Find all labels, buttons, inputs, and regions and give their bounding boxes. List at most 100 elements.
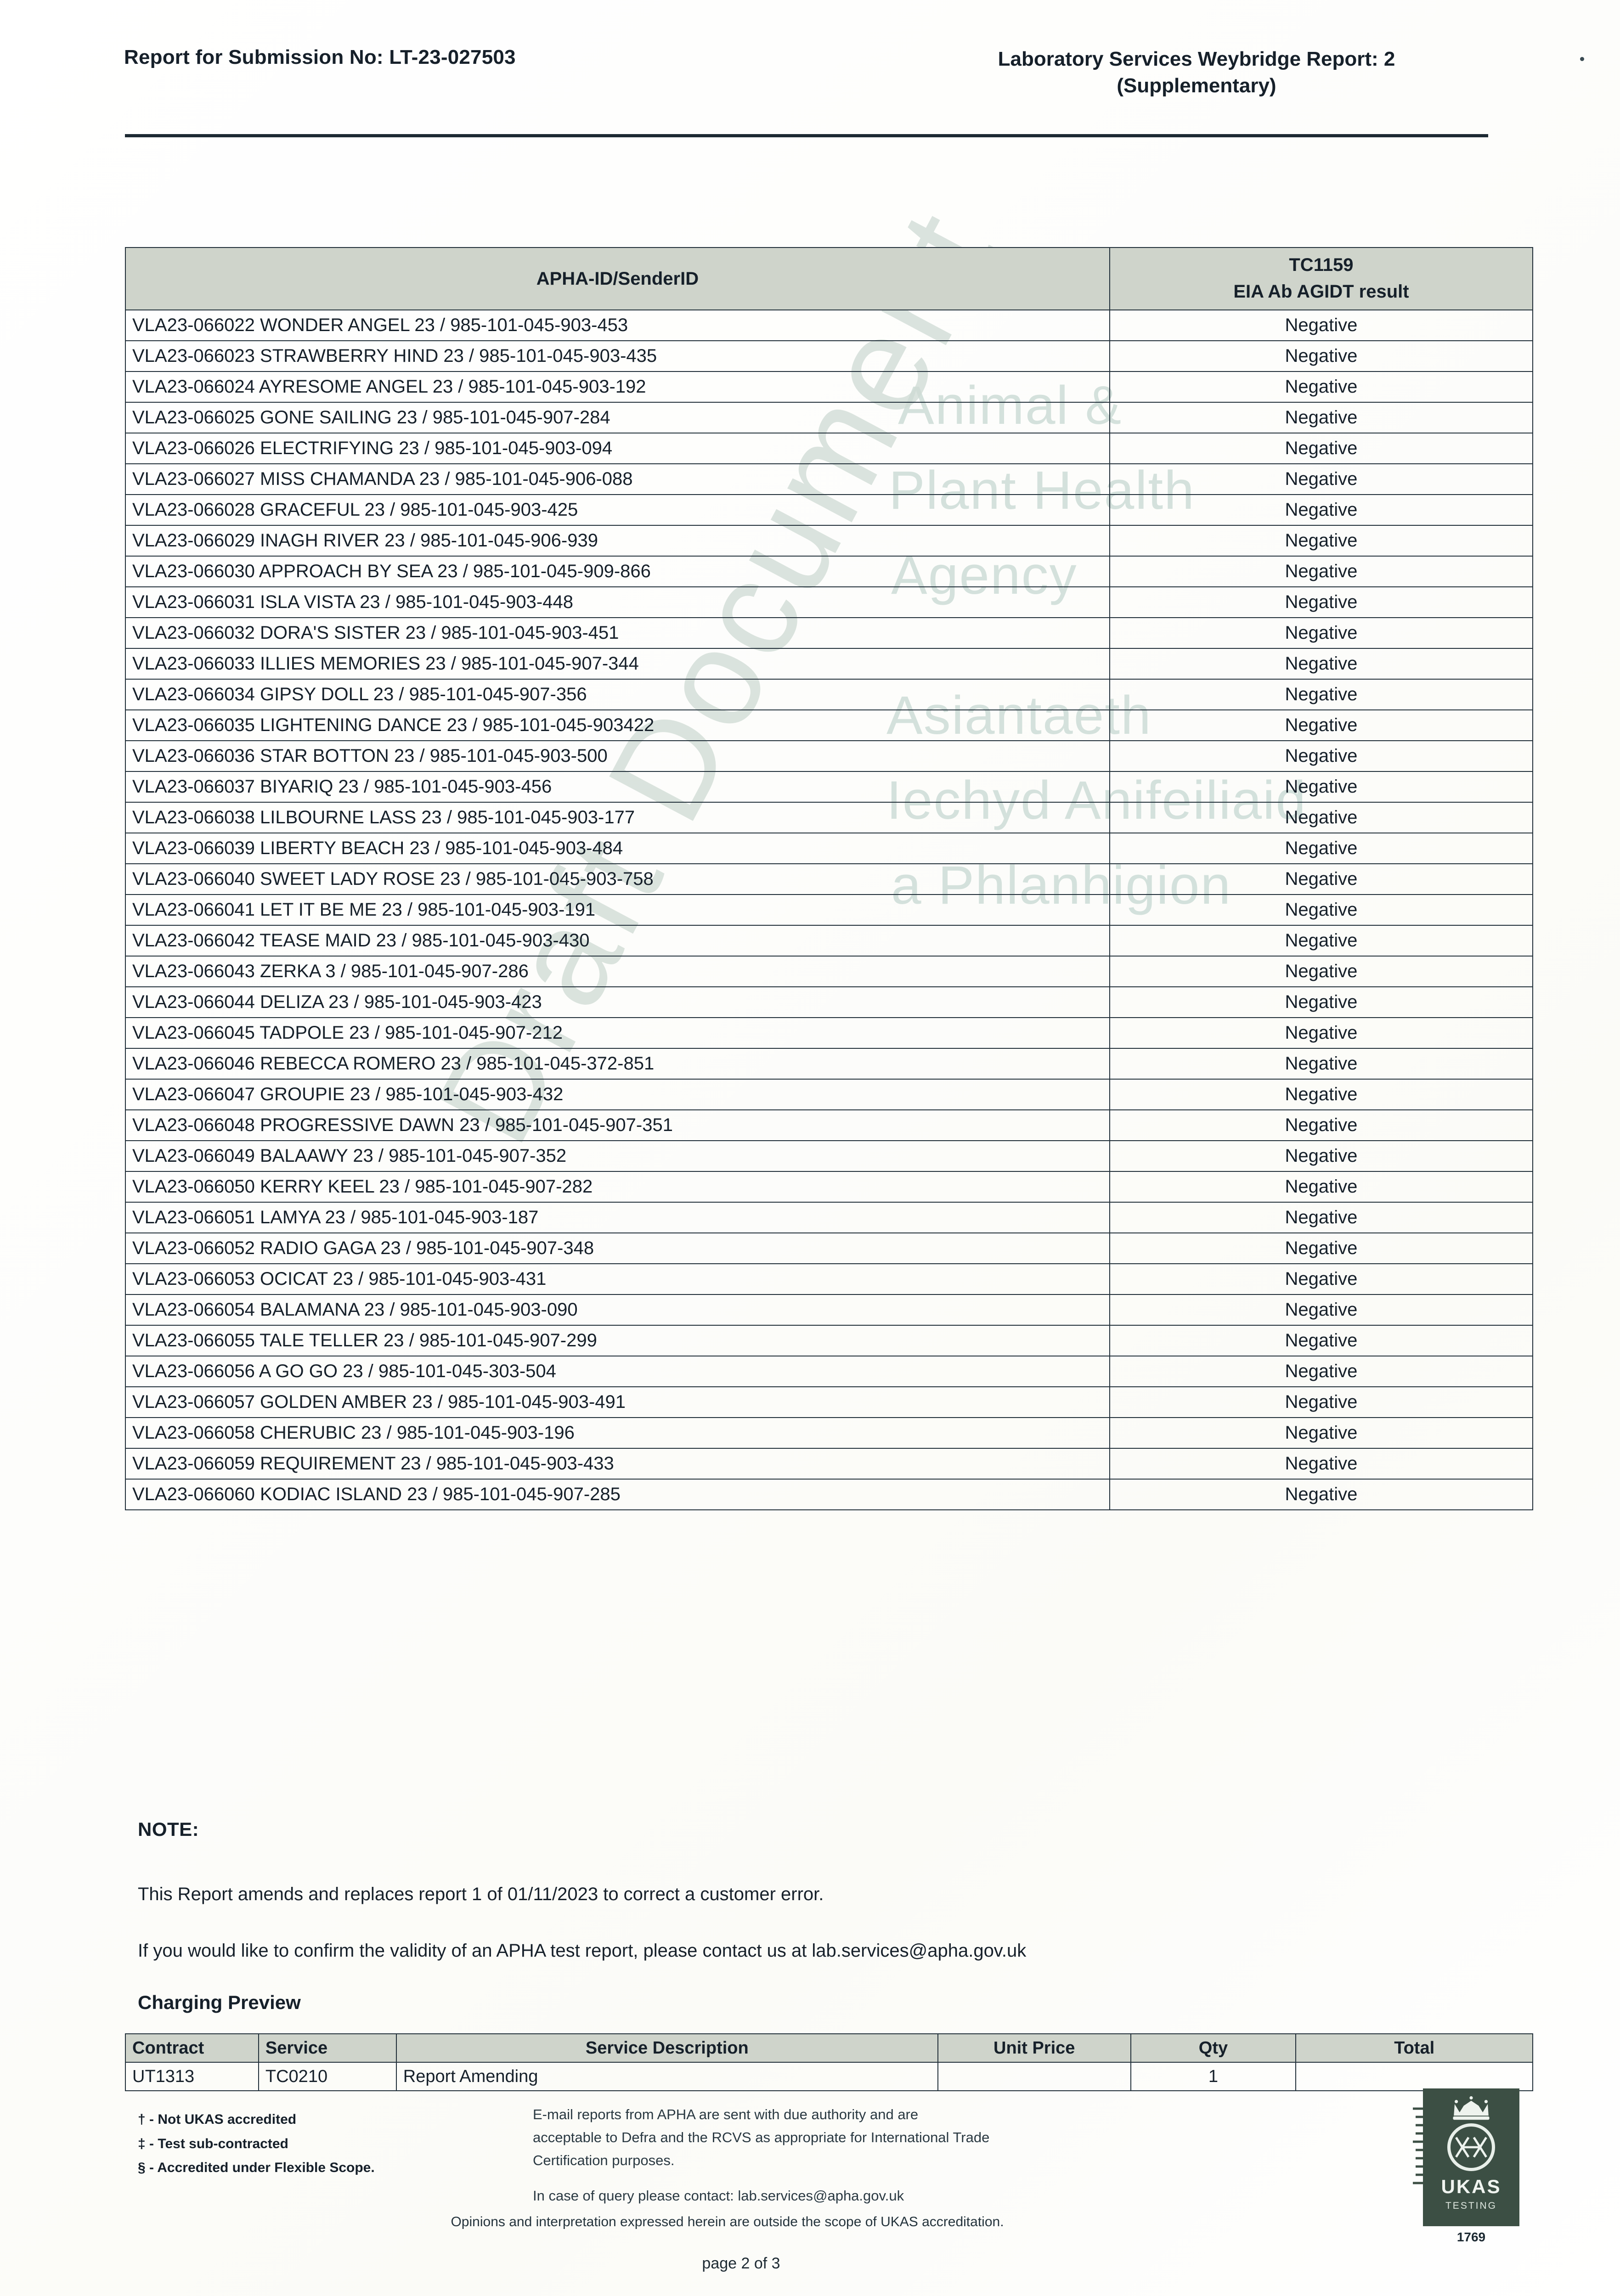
cell-result: Negative xyxy=(1109,586,1534,618)
footer-line-2: acceptable to Defra and the RCVS as appr… xyxy=(533,2129,990,2146)
cell-apha-id: VLA23-066058 CHERUBIC 23 / 985-101-045-9… xyxy=(125,1417,1110,1449)
cell-apha-id: VLA23-066023 STRAWBERRY HIND 23 / 985-10… xyxy=(125,340,1110,372)
ukas-wordmark: UKAS xyxy=(1441,2176,1501,2197)
table-row: VLA23-066035 LIGHTENING DANCE 23 / 985-1… xyxy=(125,709,1534,741)
column-header-apha-id: APHA-ID/SenderID xyxy=(125,247,1110,310)
cell-unit-price xyxy=(937,2062,1131,2091)
cell-result: Negative xyxy=(1109,1386,1534,1418)
table-row: VLA23-066055 TALE TELLER 23 / 985-101-04… xyxy=(125,1325,1534,1356)
cell-apha-id: VLA23-066049 BALAAWY 23 / 985-101-045-90… xyxy=(125,1140,1110,1172)
table-row: VLA23-066047 GROUPIE 23 / 985-101-045-90… xyxy=(125,1079,1534,1110)
table-row: VLA23-066046 REBECCA ROMERO 23 / 985-101… xyxy=(125,1048,1534,1080)
table-row: VLA23-066025 GONE SAILING 23 / 985-101-0… xyxy=(125,402,1534,433)
table-row: VLA23-066042 TEASE MAID 23 / 985-101-045… xyxy=(125,925,1534,957)
cell-apha-id: VLA23-066034 GIPSY DOLL 23 / 985-101-045… xyxy=(125,679,1110,710)
cell-result: Negative xyxy=(1109,310,1534,341)
legend-flexible-scope: § - Accredited under Flexible Scope. xyxy=(138,2160,375,2175)
charging-preview-heading: Charging Preview xyxy=(138,1992,301,2013)
cell-apha-id: VLA23-066053 OCICAT 23 / 985-101-045-903… xyxy=(125,1263,1110,1295)
cell-apha-id: VLA23-066051 LAMYA 23 / 985-101-045-903-… xyxy=(125,1202,1110,1233)
results-table-head: APHA-ID/SenderID TC1159 EIA Ab AGIDT res… xyxy=(125,247,1534,310)
table-row: VLA23-066060 KODIAC ISLAND 23 / 985-101-… xyxy=(125,1479,1534,1510)
cell-result: Negative xyxy=(1109,556,1534,587)
column-header-test-name: EIA Ab AGIDT result xyxy=(1233,281,1409,302)
table-row: VLA23-066052 RADIO GAGA 23 / 985-101-045… xyxy=(125,1232,1534,1264)
table-row: VLA23-066059 REQUIREMENT 23 / 985-101-04… xyxy=(125,1448,1534,1480)
table-row: VLA23-066038 LILBOURNE LASS 23 / 985-101… xyxy=(125,802,1534,833)
footer-line-4: In case of query please contact: lab.ser… xyxy=(533,2187,904,2204)
table-row: VLA23-066029 INAGH RIVER 23 / 985-101-04… xyxy=(125,525,1534,557)
note-paragraph-validity: If you would like to confirm the validit… xyxy=(138,1941,1027,1961)
charging-col-unit-price: Unit Price xyxy=(937,2033,1131,2063)
cell-result: Negative xyxy=(1109,1171,1534,1203)
crown-icon xyxy=(1453,2096,1490,2120)
table-row: VLA23-066027 MISS CHAMANDA 23 / 985-101-… xyxy=(125,463,1534,495)
table-row: VLA23-066022 WONDER ANGEL 23 / 985-101-0… xyxy=(125,310,1534,341)
table-row: VLA23-066024 AYRESOME ANGEL 23 / 985-101… xyxy=(125,371,1534,403)
cell-result: Negative xyxy=(1109,1417,1534,1449)
cell-result: Negative xyxy=(1109,740,1534,772)
cell-apha-id: VLA23-066047 GROUPIE 23 / 985-101-045-90… xyxy=(125,1079,1110,1110)
cell-result: Negative xyxy=(1109,956,1534,987)
cell-apha-id: VLA23-066026 ELECTRIFYING 23 / 985-101-0… xyxy=(125,433,1110,464)
cell-apha-id: VLA23-066030 APPROACH BY SEA 23 / 985-10… xyxy=(125,556,1110,587)
table-row: VLA23-066051 LAMYA 23 / 985-101-045-903-… xyxy=(125,1202,1534,1233)
charging-col-contract: Contract xyxy=(125,2033,259,2063)
cell-apha-id: VLA23-066024 AYRESOME ANGEL 23 / 985-101… xyxy=(125,371,1110,403)
ukas-emblem-icon xyxy=(1447,2123,1495,2171)
table-row: VLA23-066034 GIPSY DOLL 23 / 985-101-045… xyxy=(125,679,1534,710)
note-section: NOTE: This Report amends and replaces re… xyxy=(138,1818,1511,2014)
cell-apha-id: VLA23-066042 TEASE MAID 23 / 985-101-045… xyxy=(125,925,1110,957)
cell-result: Negative xyxy=(1109,1017,1534,1049)
cell-total xyxy=(1295,2062,1533,2091)
cell-result: Negative xyxy=(1109,925,1534,957)
cell-result: Negative xyxy=(1109,1140,1534,1172)
charging-row: UT1313 TC0210 Report Amending 1 xyxy=(125,2062,1533,2091)
cell-apha-id: VLA23-066050 KERRY KEEL 23 / 985-101-045… xyxy=(125,1171,1110,1203)
cell-apha-id: VLA23-066060 KODIAC ISLAND 23 / 985-101-… xyxy=(125,1479,1110,1510)
table-row: VLA23-066036 STAR BOTTON 23 / 985-101-04… xyxy=(125,740,1534,772)
charging-col-description: Service Description xyxy=(395,2033,938,2063)
cell-result: Negative xyxy=(1109,1109,1534,1141)
cell-apha-id: VLA23-066052 RADIO GAGA 23 / 985-101-045… xyxy=(125,1232,1110,1264)
cell-result: Negative xyxy=(1109,433,1534,464)
cell-apha-id: VLA23-066035 LIGHTENING DANCE 23 / 985-1… xyxy=(125,709,1110,741)
cell-apha-id: VLA23-066025 GONE SAILING 23 / 985-101-0… xyxy=(125,402,1110,433)
cell-result: Negative xyxy=(1109,771,1534,803)
ukas-accreditation-number: 1769 xyxy=(1456,2230,1486,2244)
table-row: VLA23-066026 ELECTRIFYING 23 / 985-101-0… xyxy=(125,433,1534,464)
charging-header-row: Contract Service Service Description Uni… xyxy=(125,2033,1533,2063)
cell-result: Negative xyxy=(1109,986,1534,1018)
cell-apha-id: VLA23-066059 REQUIREMENT 23 / 985-101-04… xyxy=(125,1448,1110,1480)
table-row: VLA23-066056 A GO GO 23 / 985-101-045-30… xyxy=(125,1356,1534,1387)
cell-result: Negative xyxy=(1109,1294,1534,1326)
cell-apha-id: VLA23-066038 LILBOURNE LASS 23 / 985-101… xyxy=(125,802,1110,833)
header-divider xyxy=(125,134,1488,137)
cell-result: Negative xyxy=(1109,1356,1534,1387)
footer-body-text: E-mail reports from APHA are sent with d… xyxy=(533,2103,1360,2207)
table-row: VLA23-066039 LIBERTY BEACH 23 / 985-101-… xyxy=(125,833,1534,864)
charging-preview-table: Contract Service Service Description Uni… xyxy=(125,2033,1533,2091)
table-row: VLA23-066030 APPROACH BY SEA 23 / 985-10… xyxy=(125,556,1534,587)
cell-apha-id: VLA23-066027 MISS CHAMANDA 23 / 985-101-… xyxy=(125,463,1110,495)
cell-apha-id: VLA23-066054 BALAMANA 23 / 985-101-045-9… xyxy=(125,1294,1110,1326)
report-title: Laboratory Services Weybridge Report: 2 … xyxy=(909,46,1484,99)
accreditation-legend: † - Not UKAS accredited ‡ - Test sub-con… xyxy=(138,2108,375,2180)
page-corner-mark xyxy=(1580,57,1584,61)
cell-result: Negative xyxy=(1109,371,1534,403)
legend-not-accredited: † - Not UKAS accredited xyxy=(138,2112,297,2127)
report-title-line2: (Supplementary) xyxy=(1117,74,1276,97)
cell-result: Negative xyxy=(1109,340,1534,372)
cell-apha-id: VLA23-066046 REBECCA ROMERO 23 / 985-101… xyxy=(125,1048,1110,1080)
charging-col-total: Total xyxy=(1295,2033,1533,2063)
ukas-tick-marks-icon xyxy=(1413,2107,1423,2184)
ukas-cross-marks-icon xyxy=(1455,2137,1487,2158)
table-row: VLA23-066023 STRAWBERRY HIND 23 / 985-10… xyxy=(125,340,1534,372)
table-row: VLA23-066053 OCICAT 23 / 985-101-045-903… xyxy=(125,1263,1534,1295)
cell-apha-id: VLA23-066039 LIBERTY BEACH 23 / 985-101-… xyxy=(125,833,1110,864)
table-row: VLA23-066037 BIYARIQ 23 / 985-101-045-90… xyxy=(125,771,1534,803)
results-table: APHA-ID/SenderID TC1159 EIA Ab AGIDT res… xyxy=(125,247,1534,1510)
cell-apha-id: VLA23-066028 GRACEFUL 23 / 985-101-045-9… xyxy=(125,494,1110,526)
table-row: VLA23-066045 TADPOLE 23 / 985-101-045-90… xyxy=(125,1017,1534,1049)
